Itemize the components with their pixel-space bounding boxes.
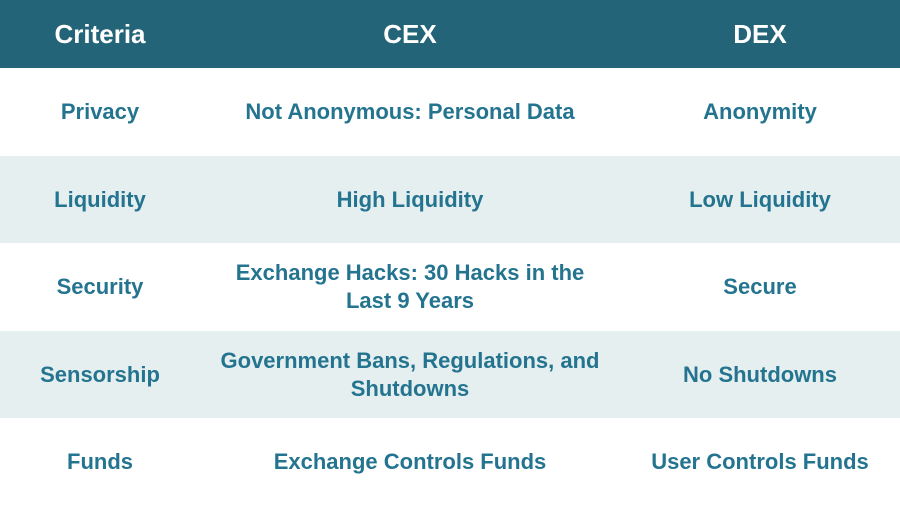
cell-cex: High Liquidity: [200, 178, 620, 222]
header-criteria: Criteria: [0, 10, 200, 59]
cell-dex: User Controls Funds: [620, 440, 900, 484]
table-row: Privacy Not Anonymous: Personal Data Ano…: [0, 68, 900, 156]
cell-criteria: Security: [0, 265, 200, 309]
cell-cex: Government Bans, Regulations, and Shutdo…: [200, 339, 620, 410]
cell-criteria: Privacy: [0, 90, 200, 134]
header-cex: CEX: [200, 10, 620, 59]
table-row: Sensorship Government Bans, Regulations,…: [0, 331, 900, 419]
table-row: Funds Exchange Controls Funds User Contr…: [0, 418, 900, 506]
comparison-table: Criteria CEX DEX Privacy Not Anonymous: …: [0, 0, 900, 506]
cell-cex: Exchange Controls Funds: [200, 440, 620, 484]
cell-criteria: Liquidity: [0, 178, 200, 222]
cell-cex: Not Anonymous: Personal Data: [200, 90, 620, 134]
cell-dex: Low Liquidity: [620, 178, 900, 222]
cell-dex: No Shutdowns: [620, 353, 900, 397]
cell-criteria: Sensorship: [0, 353, 200, 397]
table-row: Security Exchange Hacks: 30 Hacks in the…: [0, 243, 900, 331]
table-row: Liquidity High Liquidity Low Liquidity: [0, 156, 900, 244]
header-dex: DEX: [620, 10, 900, 59]
cell-criteria: Funds: [0, 440, 200, 484]
cell-dex: Anonymity: [620, 90, 900, 134]
cell-dex: Secure: [620, 265, 900, 309]
cell-cex: Exchange Hacks: 30 Hacks in the Last 9 Y…: [200, 251, 620, 322]
table-header-row: Criteria CEX DEX: [0, 0, 900, 68]
